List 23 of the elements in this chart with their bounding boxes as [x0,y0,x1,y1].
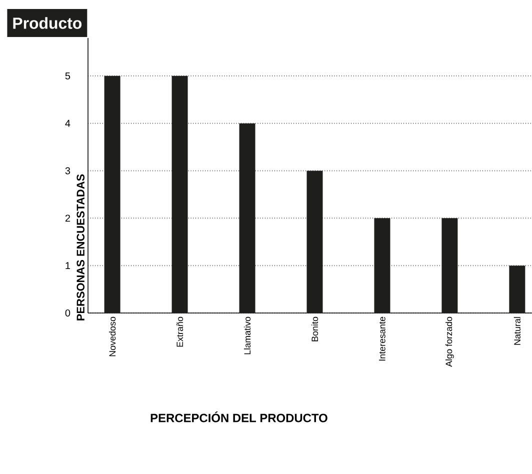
y-tick-label: 2 [65,214,70,222]
x-tick-label: Natural [514,317,520,345]
x-tick-label: Llamativo [244,316,251,354]
y-axis-title: PERSONAS ENCUESTADAS [76,174,84,320]
bar [104,76,120,313]
chart-title: Producto [13,17,82,29]
x-tick-label: Interesante [379,316,386,361]
x-tick-label: Algo forzado [446,316,454,367]
bar [442,218,458,313]
y-tick-label: 1 [66,262,70,270]
y-tick-label: 0 [65,309,70,317]
y-tick-label: 4 [65,120,70,127]
bar [172,76,188,313]
bar [239,123,256,313]
bar [509,266,526,313]
x-tick-label: Novedoso [109,316,116,356]
y-tick-label: 3 [65,167,70,174]
x-tick-label: Extraño [176,316,184,347]
y-tick-label: 5 [65,72,70,80]
x-tick-label: Bonito [311,316,318,342]
x-axis-title: PERCEPCIÓN DEL PRODUCTO [150,412,328,422]
bar [306,170,323,313]
bar [374,218,390,313]
